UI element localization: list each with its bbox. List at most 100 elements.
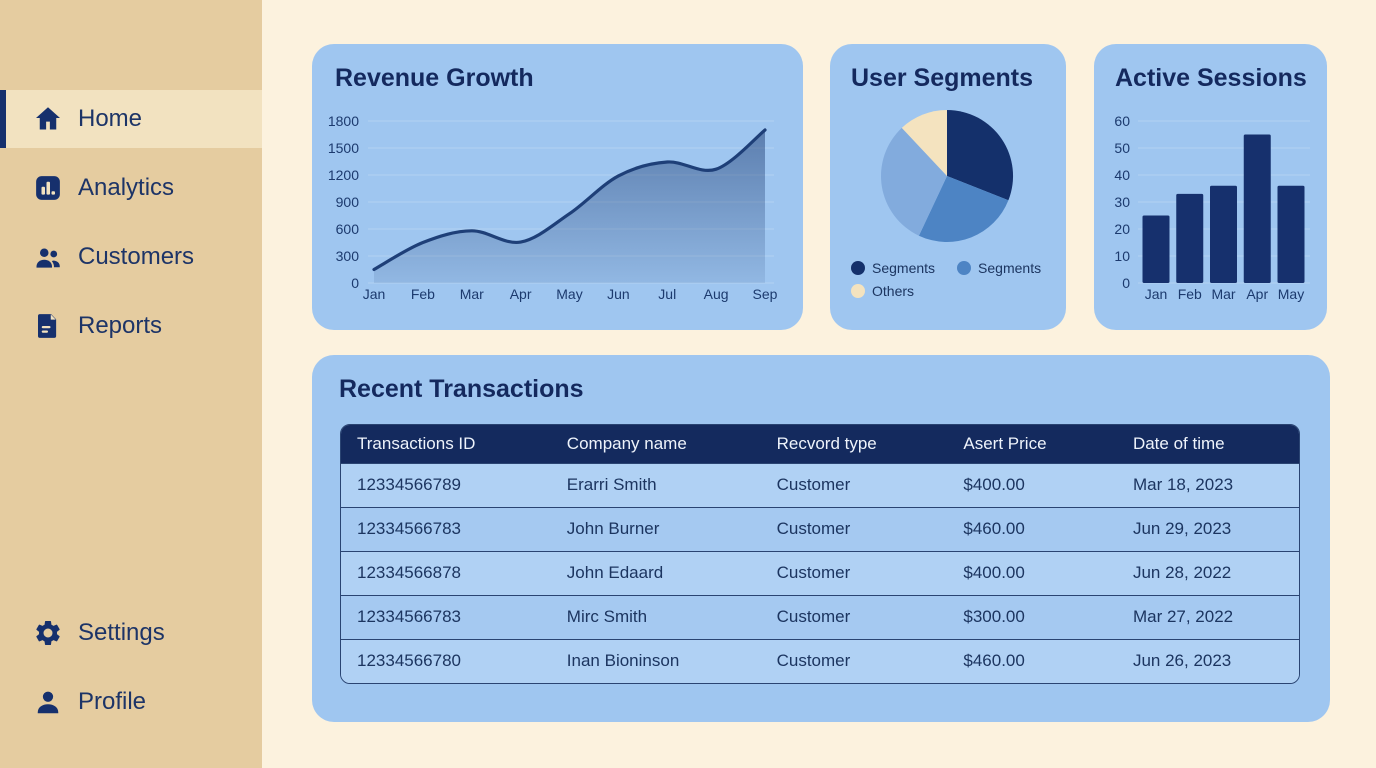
cell-record-type: Customer (760, 551, 948, 595)
cell-price: $460.00 (947, 507, 1117, 551)
column-record-type: Recvord type (760, 425, 948, 463)
legend-item: Segments (957, 260, 1041, 276)
svg-text:60: 60 (1114, 113, 1130, 129)
svg-text:May: May (1278, 286, 1304, 302)
cell-transaction-id: 12334566780 (341, 639, 551, 683)
column-transactions-id: Transactions ID (341, 425, 551, 463)
svg-text:Mar: Mar (1211, 286, 1235, 302)
sidebar: Home Analytics Customers Reports (0, 0, 262, 768)
table-row: 12334566783 Mirc Smith Customer $300.00 … (341, 595, 1299, 639)
svg-text:40: 40 (1114, 167, 1130, 183)
svg-text:600: 600 (336, 221, 360, 237)
cell-record-type: Customer (760, 639, 948, 683)
cell-transaction-id: 12334566878 (341, 551, 551, 595)
active-sessions-title: Active Sessions (1115, 64, 1307, 92)
sidebar-item-label: Profile (78, 688, 147, 715)
user-segments-card: User Segments Segments Segments Others (830, 44, 1066, 330)
svg-text:Feb: Feb (1178, 286, 1202, 302)
svg-text:0: 0 (1122, 275, 1130, 291)
revenue-growth-title: Revenue Growth (335, 64, 534, 92)
svg-text:Apr: Apr (510, 286, 532, 302)
cell-date: Jun 29, 2023 (1116, 507, 1299, 551)
sidebar-item-label: Customers (78, 243, 195, 270)
column-company-name: Company name (550, 425, 761, 463)
cell-transaction-id: 12334566783 (341, 507, 551, 551)
active-sessions-card: Active Sessions 0 10 20 30 40 50 60 Jan Feb Mar Ap… (1094, 44, 1327, 330)
svg-text:10: 10 (1114, 248, 1130, 264)
sidebar-item-analytics[interactable]: Analytics (0, 159, 262, 217)
revenue-growth-card: Revenue Growth 0 300 600 900 1200 1500 1800 Jan… (312, 44, 803, 330)
active-sessions-bar-chart: 0 10 20 30 40 50 60 Jan Feb Mar Apr May (1114, 113, 1310, 302)
transactions-table: Transactions ID Company name Recvord typ… (340, 424, 1300, 684)
legend-dot-segments-2 (957, 261, 972, 275)
svg-text:20: 20 (1114, 221, 1130, 237)
svg-text:Jul: Jul (658, 286, 676, 302)
sidebar-item-label: Settings (78, 619, 165, 646)
column-date-of-time: Date of time (1116, 425, 1299, 463)
cell-company-name: John Burner (550, 507, 761, 551)
customers-icon (33, 242, 63, 272)
svg-text:0: 0 (351, 275, 359, 291)
svg-text:900: 900 (336, 194, 360, 210)
recent-transactions-title: Recent Transactions (339, 375, 584, 403)
svg-text:Mar: Mar (460, 286, 484, 302)
legend-dot-segments-1 (851, 261, 865, 275)
profile-icon (33, 687, 63, 717)
table-header: Transactions ID Company name Recvord typ… (341, 425, 1299, 463)
cell-date: Jun 28, 2022 (1116, 551, 1299, 595)
cell-date: Jun 26, 2023 (1116, 639, 1299, 683)
active-indicator (0, 90, 6, 148)
analytics-icon (33, 173, 63, 203)
svg-text:May: May (556, 286, 582, 302)
svg-text:1800: 1800 (328, 113, 359, 129)
user-segments-pie-chart (881, 109, 1014, 242)
svg-text:Aug: Aug (704, 286, 729, 302)
svg-text:1200: 1200 (328, 167, 359, 183)
cell-date: Mar 27, 2022 (1116, 595, 1299, 639)
legend-label: Others (872, 283, 915, 299)
cell-record-type: Customer (760, 463, 948, 507)
svg-text:50: 50 (1114, 140, 1130, 156)
sidebar-item-label: Analytics (78, 174, 175, 201)
home-icon (33, 104, 63, 134)
svg-text:Jan: Jan (363, 286, 386, 302)
svg-text:300: 300 (336, 248, 360, 264)
svg-text:Feb: Feb (411, 286, 435, 302)
svg-text:Jun: Jun (607, 286, 630, 302)
svg-text:30: 30 (1114, 194, 1130, 210)
cell-price: $400.00 (947, 551, 1117, 595)
table-row: 12334566783 John Burner Customer $460.00… (341, 507, 1299, 551)
cell-date: Mar 18, 2023 (1116, 463, 1299, 507)
sidebar-item-reports[interactable]: Reports (0, 297, 262, 355)
sidebar-item-profile[interactable]: Profile (0, 673, 262, 731)
revenue-line-chart: 0 300 600 900 1200 1500 1800 Jan Feb Mar Apr May Jun… (328, 113, 778, 302)
sidebar-nav: Home Analytics Customers Reports (0, 90, 262, 366)
sidebar-item-customers[interactable]: Customers (0, 228, 262, 286)
sidebar-item-home[interactable]: Home (0, 90, 262, 148)
svg-text:1500: 1500 (328, 140, 359, 156)
table-row: 12334566789 Erarri Smith Customer $400.0… (341, 463, 1299, 507)
sidebar-footer-nav: Settings Profile (0, 604, 262, 742)
legend-dot-others (851, 284, 865, 298)
legend-item: Others (851, 283, 914, 299)
svg-text:Sep: Sep (753, 286, 778, 302)
cell-company-name: Inan Bioninson (550, 639, 761, 683)
column-asert-price: Asert Price (947, 425, 1117, 463)
cell-company-name: Mirc Smith (550, 595, 761, 639)
cell-price: $460.00 (947, 639, 1117, 683)
sidebar-item-label: Reports (78, 312, 163, 339)
table-row: 12334566878 John Edaard Customer $400.00… (341, 551, 1299, 595)
cell-price: $400.00 (947, 463, 1117, 507)
sidebar-item-settings[interactable]: Settings (0, 604, 262, 662)
cell-company-name: Erarri Smith (550, 463, 761, 507)
cell-record-type: Customer (760, 507, 948, 551)
cell-transaction-id: 12334566783 (341, 595, 551, 639)
recent-transactions-card: Recent Transactions Transactions ID Comp… (312, 355, 1330, 722)
reports-icon (33, 311, 63, 341)
legend-label: Segments (872, 260, 936, 276)
settings-icon (33, 618, 63, 648)
cell-record-type: Customer (760, 595, 948, 639)
legend-item: Segments (851, 260, 935, 276)
user-segments-title: User Segments (851, 64, 1034, 92)
sidebar-item-label: Home (78, 105, 143, 132)
